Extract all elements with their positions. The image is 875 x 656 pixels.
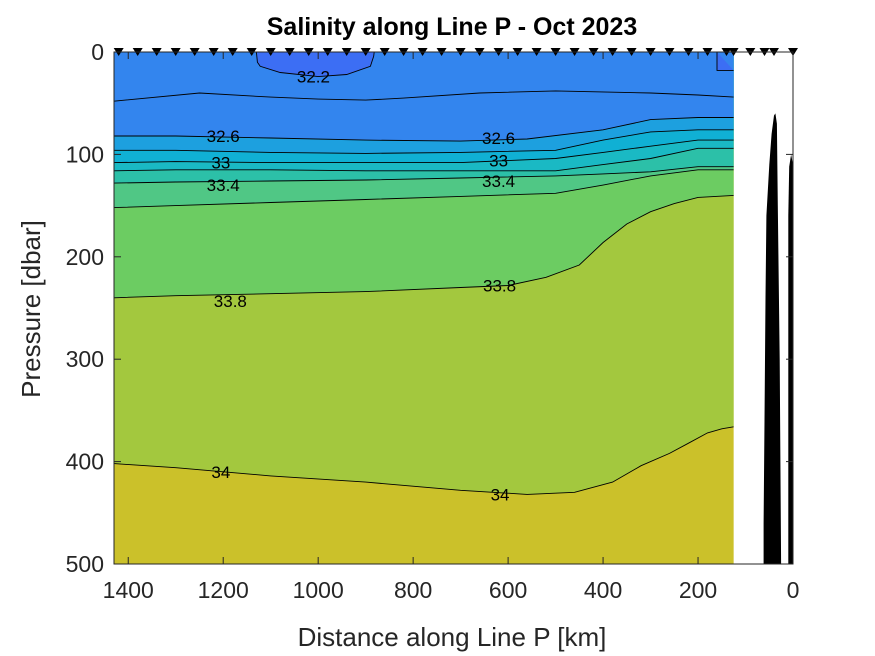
contour-33-4: [113, 166, 734, 184]
contour-32-6: [114, 117, 734, 142]
contour-label: 33: [489, 152, 508, 171]
contour-32-2: [255, 51, 375, 78]
y-tick-label: 200: [66, 244, 104, 270]
contour-label: 33.8: [483, 276, 516, 295]
contour-label: 34: [491, 485, 510, 504]
y-tick-label: 400: [66, 449, 104, 475]
contour-33-6: [113, 169, 734, 209]
contour-33-2: [113, 147, 734, 172]
chart-title: Salinity along Line P - Oct 2023: [267, 13, 637, 41]
contour-32-4: [113, 90, 734, 102]
contour-34: [113, 426, 734, 495]
y-tick-label: 0: [91, 39, 104, 65]
x-tick-label: 400: [584, 577, 622, 603]
contour-lines: [113, 51, 734, 495]
contour-label: 33.4: [482, 172, 515, 191]
contour-33-8: [113, 194, 734, 299]
contour-label: 32.6: [207, 127, 240, 146]
plot-area: [114, 52, 793, 564]
contour-32-2: [716, 52, 734, 71]
contour-label: 32.2: [297, 68, 330, 87]
contour-label: 33.8: [214, 292, 247, 311]
x-tick-label: 600: [489, 577, 527, 603]
x-tick-label: 1000: [293, 577, 344, 603]
contour-label: 34: [211, 463, 230, 482]
contour-label: 32.6: [482, 129, 515, 148]
band-lt-32-2: [717, 52, 734, 71]
x-tick-label: 0: [787, 577, 800, 603]
y-axis-label: Pressure [dbar]: [16, 220, 46, 398]
y-tick-label: 100: [66, 141, 104, 167]
bathymetry-seamount: [763, 113, 782, 565]
contour-33: [113, 139, 734, 164]
axes-box: [113, 51, 794, 565]
contour-label: 33.4: [207, 176, 240, 195]
contour-label: 33: [211, 154, 230, 173]
y-tick-label: 300: [66, 346, 104, 372]
x-tick-label: 800: [394, 577, 432, 603]
y-tick-label: 500: [66, 551, 104, 577]
axes: 1400 1200 1000 800 600 400 200 0 0 100 200 300 400 50…: [66, 39, 800, 603]
contour-32-8: [114, 129, 734, 154]
x-axis-label: Distance along Line P [km]: [298, 622, 607, 652]
x-tick-label: 200: [679, 577, 717, 603]
x-tick-label: 1200: [198, 577, 249, 603]
band-lt-32-2: [256, 52, 375, 77]
x-tick-label: 1400: [103, 577, 154, 603]
